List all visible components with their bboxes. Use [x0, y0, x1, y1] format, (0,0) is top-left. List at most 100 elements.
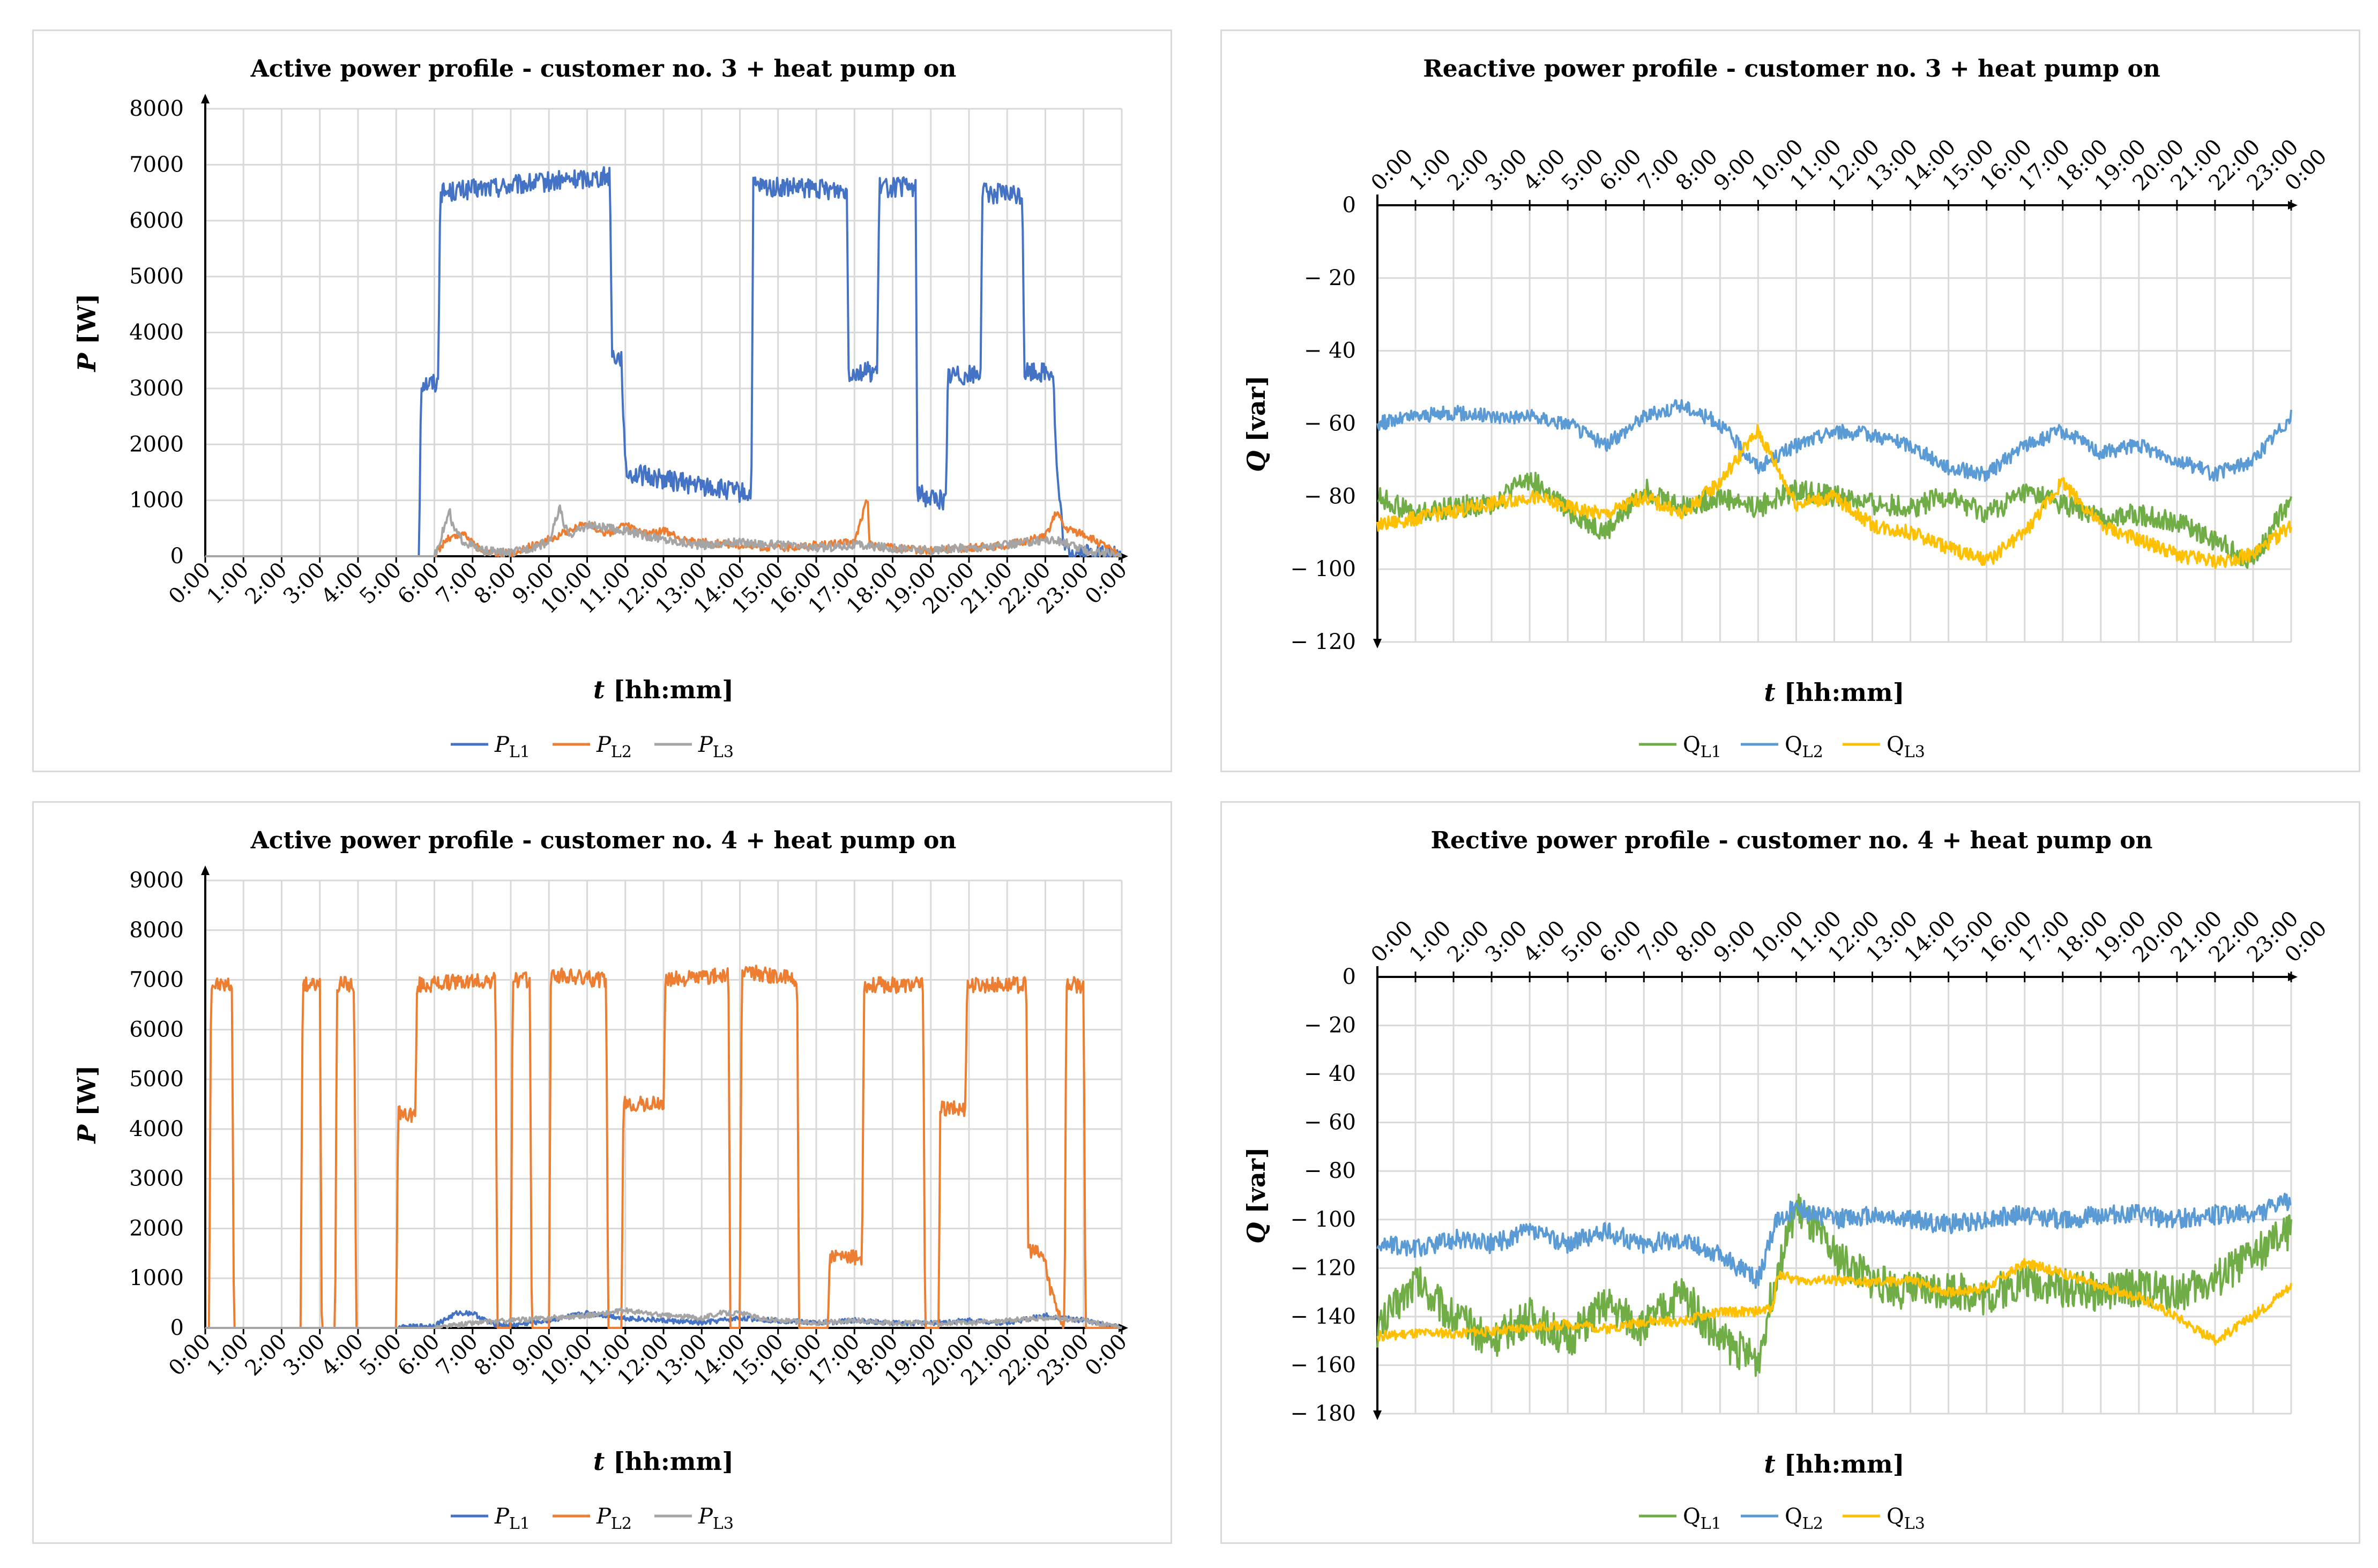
chart-reactive-power-customer-4: Rective power profile - customer no. 4 +…: [1242, 827, 2332, 1533]
legend-var: P: [596, 733, 612, 757]
legend-sub: L2: [611, 1514, 632, 1533]
x-tick-label: 1:00: [202, 558, 254, 609]
x-axis-label: t [hh:mm]: [593, 675, 734, 704]
x-tick-label: 5:00: [355, 1330, 406, 1381]
x-tick-label: 3:00: [1481, 144, 1532, 196]
y-axis-arrow: [201, 94, 210, 103]
x-tick-label: 4:00: [317, 1330, 368, 1381]
legend-var: Q: [1785, 733, 1802, 757]
y-tick-label: − 100: [1290, 557, 1356, 581]
y-axis-arrow: [201, 865, 210, 875]
y-tick-label: 3000: [129, 376, 184, 401]
y-tick-label: 1000: [129, 1266, 184, 1290]
legend-var: P: [596, 1504, 612, 1529]
y-axis-var: Q: [1242, 1222, 1271, 1244]
y-tick-label: 1000: [129, 488, 184, 513]
y-tick-label: 4000: [129, 1117, 184, 1141]
legend-label-QL2: QL2: [1785, 733, 1823, 761]
series-line-QL3: [1376, 1258, 2292, 1346]
legend-label-PL3: PL3: [698, 733, 734, 761]
x-tick-label: 3:00: [279, 1330, 330, 1381]
x-axis-var: t: [1764, 678, 1775, 707]
x-tick-label: 5:00: [1557, 144, 1608, 196]
y-tick-label: 6000: [129, 1017, 184, 1042]
y-tick-label: 0: [170, 544, 184, 569]
y-tick-label: − 100: [1290, 1207, 1356, 1232]
y-tick-label: 8000: [129, 96, 184, 121]
x-axis-var: t: [593, 1447, 605, 1476]
legend-sub: L1: [1701, 743, 1721, 761]
series-line-PL3: [205, 504, 1122, 557]
x-tick-label: 1:00: [1405, 144, 1456, 196]
x-tick-label: 5:00: [355, 558, 406, 609]
legend-var: Q: [1887, 1504, 1904, 1529]
legend-var: P: [698, 733, 713, 757]
y-tick-label: − 120: [1290, 630, 1356, 654]
chart-active-power-customer-3: Active power profile - customer no. 3 + …: [72, 55, 1132, 761]
x-tick-label: 8:00: [1671, 916, 1723, 967]
y-tick-label: 2000: [129, 1216, 184, 1241]
chart-panel-reactive-c4: Rective power profile - customer no. 4 +…: [1220, 801, 2360, 1544]
legend-label-PL1: PL1: [494, 733, 530, 761]
legend-var: Q: [1683, 1504, 1701, 1529]
x-tick-label: 2:00: [1443, 916, 1494, 967]
x-axis-label: t [hh:mm]: [593, 1447, 734, 1476]
y-tick-label: 4000: [129, 320, 184, 345]
x-tick-label: 7:00: [431, 1330, 483, 1381]
series-line-QL2: [1376, 1192, 2292, 1289]
legend-sub: L3: [1904, 1514, 1925, 1533]
y-tick-label: − 60: [1304, 412, 1356, 436]
x-tick-label: 7:00: [431, 558, 483, 609]
legend-var: P: [494, 1504, 510, 1529]
x-tick-label: 0:00: [1367, 144, 1418, 196]
chart-title: Rective power profile - customer no. 4 +…: [1430, 827, 2152, 854]
y-axis-arrow: [1373, 639, 1382, 648]
legend-sub: L3: [713, 743, 734, 761]
x-tick-label: 6:00: [1595, 916, 1646, 967]
legend-label-PL2: PL2: [596, 733, 632, 761]
y-tick-label: 0: [1343, 965, 1356, 989]
legend-label-QL3: QL3: [1887, 1504, 1925, 1533]
legend-label-QL3: QL3: [1887, 733, 1925, 761]
x-tick-label: 0:00: [1080, 1330, 1132, 1381]
legend-var: P: [698, 1504, 713, 1529]
y-axis-label: Q [var]: [1242, 375, 1271, 472]
chart-panel-active-c4: Active power profile - customer no. 4 + …: [32, 801, 1172, 1544]
legend-var: P: [494, 733, 510, 757]
y-tick-label: − 60: [1304, 1110, 1356, 1135]
legend-sub: L2: [611, 743, 632, 761]
chart-title: Active power profile - customer no. 3 + …: [250, 55, 957, 83]
y-tick-label: 8000: [129, 918, 184, 943]
y-axis-arrow: [1373, 1410, 1382, 1420]
x-tick-label: 1:00: [1405, 916, 1456, 967]
y-tick-label: − 20: [1304, 266, 1356, 290]
x-tick-label: 4:00: [1519, 144, 1570, 196]
legend-sub: L2: [1802, 743, 1823, 761]
y-tick-label: − 80: [1304, 484, 1356, 509]
x-tick-label: 2:00: [241, 1330, 292, 1381]
y-tick-label: − 180: [1290, 1401, 1356, 1426]
y-tick-label: − 20: [1304, 1013, 1356, 1038]
x-tick-label: 2:00: [241, 558, 292, 609]
y-tick-label: − 160: [1290, 1353, 1356, 1377]
x-tick-label: 7:00: [1633, 144, 1684, 196]
legend-label-PL3: PL3: [698, 1504, 734, 1533]
x-tick-label: 4:00: [1519, 916, 1570, 967]
y-tick-label: − 120: [1290, 1256, 1356, 1280]
series-line-QL2: [1376, 399, 2292, 482]
legend-label-PL2: PL2: [596, 1504, 632, 1533]
x-tick-label: 9:00: [1709, 916, 1761, 967]
x-axis-label: t [hh:mm]: [1764, 678, 1904, 707]
legend-label-PL1: PL1: [494, 1504, 530, 1533]
x-tick-label: 4:00: [317, 558, 368, 609]
x-tick-label: 1:00: [202, 1330, 254, 1381]
series-line-PL3: [205, 1307, 1122, 1329]
x-axis-unit: [hh:mm]: [1776, 1450, 1905, 1479]
legend-sub: L1: [509, 1514, 530, 1533]
legend-label-QL1: QL1: [1683, 1504, 1721, 1533]
y-tick-label: − 140: [1290, 1304, 1356, 1329]
y-tick-label: − 40: [1304, 1062, 1356, 1086]
x-tick-label: 7:00: [1633, 916, 1684, 967]
legend-sub: L1: [509, 743, 530, 761]
y-axis-var: P: [72, 1124, 101, 1144]
